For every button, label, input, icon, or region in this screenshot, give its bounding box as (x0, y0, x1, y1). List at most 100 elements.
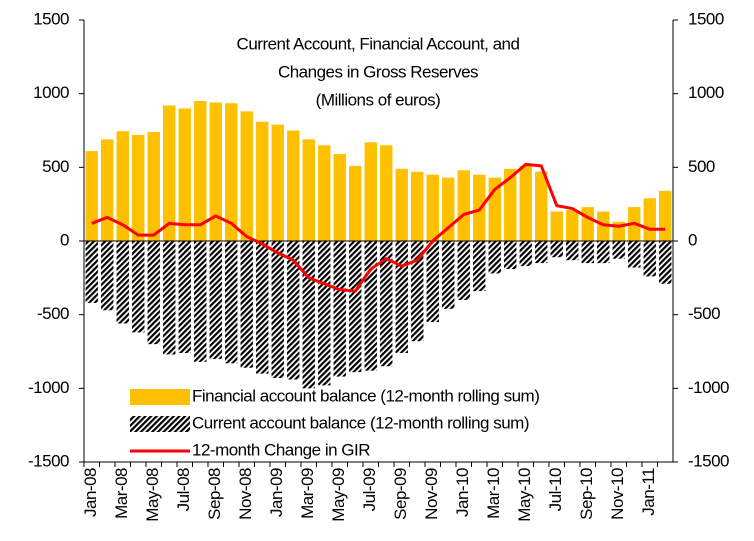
bar (349, 241, 362, 373)
y2-tick-label: -1500 (688, 451, 729, 470)
x-tick-label: Jul-09 (360, 468, 379, 511)
bar (163, 241, 176, 355)
bar (504, 168, 517, 241)
x-tick-label: Jan-11 (639, 468, 658, 516)
y2-tick-label: 1000 (688, 83, 724, 102)
bar (628, 241, 641, 268)
bar (581, 241, 594, 264)
legend-label: Current account balance (12-month rollin… (192, 413, 529, 432)
bar (643, 198, 656, 241)
chart-title: Changes in Gross Reserves (278, 62, 478, 81)
legend-swatch (130, 416, 190, 432)
bar (550, 211, 563, 241)
legend-label: 12-month Change in GIR (192, 440, 370, 459)
y2-tick-label: -500 (688, 304, 720, 323)
bar (597, 241, 610, 264)
chart-title: Current Account, Financial Account, and (237, 34, 520, 53)
bar (101, 241, 114, 311)
x-tick-label: Mar-08 (112, 468, 131, 519)
x-tick-label: Nov-09 (422, 468, 441, 520)
y-tick-label: 1500 (33, 9, 69, 28)
bar (101, 139, 114, 241)
x-tick-label: May-08 (143, 468, 162, 522)
bar (380, 145, 393, 241)
bar (194, 241, 207, 362)
bar (147, 241, 160, 345)
bar (116, 241, 129, 324)
bar (395, 168, 408, 241)
bar (364, 142, 377, 241)
bar (209, 241, 222, 359)
bar (271, 241, 284, 379)
y2-tick-label: 500 (688, 157, 715, 176)
x-tick-label: Nov-10 (608, 468, 627, 520)
bar (426, 241, 439, 323)
x-tick-label: Mar-09 (298, 468, 317, 519)
bar (659, 241, 672, 284)
bar (457, 241, 470, 300)
bar (132, 134, 145, 241)
bar (457, 170, 470, 241)
bar (519, 241, 532, 267)
y-tick-label: -500 (37, 304, 69, 323)
y2-tick-label: -1000 (688, 378, 729, 397)
bar (209, 102, 222, 241)
bar (535, 241, 548, 264)
bar (473, 241, 486, 292)
bar (519, 165, 532, 241)
bar (178, 108, 191, 242)
bar (411, 241, 424, 342)
y-tick-label: 500 (42, 157, 69, 176)
bar (566, 210, 579, 241)
bar (163, 105, 176, 241)
bar (240, 111, 253, 241)
x-tick-label: Jul-10 (546, 468, 565, 511)
bar (147, 131, 160, 241)
x-tick-label: Jan-09 (267, 468, 286, 517)
x-tick-label: May-09 (329, 468, 348, 522)
bar (302, 241, 315, 389)
bar (566, 241, 579, 261)
bar (659, 190, 672, 241)
bar (256, 121, 269, 241)
bar (287, 241, 300, 380)
bar (643, 241, 656, 277)
x-tick-label: May-10 (515, 468, 534, 522)
bar (535, 171, 548, 241)
bar (333, 154, 346, 241)
bar (426, 174, 439, 241)
bar (287, 130, 300, 241)
x-tick-label: Nov-08 (236, 468, 255, 520)
y-tick-label: -1500 (28, 451, 69, 470)
bar (380, 241, 393, 367)
y2-tick-label: 0 (688, 230, 697, 249)
bar (612, 241, 625, 259)
bar (85, 151, 98, 241)
bar (488, 241, 501, 274)
x-tick-label: Mar-10 (484, 468, 503, 519)
bar (194, 101, 207, 242)
bar (504, 241, 517, 269)
bar (442, 241, 455, 309)
bar (302, 139, 315, 241)
bar (116, 131, 129, 241)
bar (225, 103, 238, 241)
bar (132, 241, 145, 333)
bar (256, 241, 269, 374)
chart-title: (Millions of euros) (316, 90, 441, 109)
x-tick-label: Jul-08 (174, 468, 193, 511)
bar (333, 241, 346, 377)
bar (318, 145, 331, 241)
line (91, 162, 666, 293)
bar (395, 241, 408, 353)
legend-swatch (130, 389, 190, 405)
x-tick-label: Sep-08 (205, 468, 224, 520)
y-tick-label: 1000 (33, 83, 69, 102)
y-tick-label: -1000 (28, 378, 69, 397)
bar (581, 207, 594, 241)
y-tick-label: 0 (60, 230, 69, 249)
bar (411, 171, 424, 241)
bar (550, 241, 563, 258)
bar (349, 165, 362, 241)
